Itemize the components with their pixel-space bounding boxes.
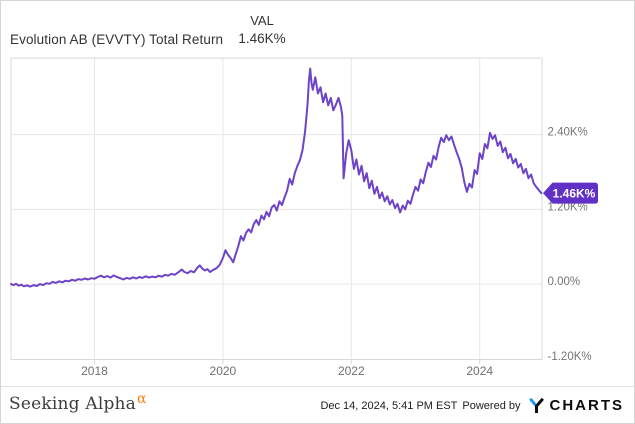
- y-axis-label: 2.40K%: [548, 127, 588, 139]
- x-axis-labels: 2018 2020 2022 2024: [81, 364, 493, 378]
- y-axis-label: 1.20K%: [548, 201, 588, 213]
- last-value-badge-shape: [543, 182, 598, 204]
- seeking-alpha-logo: Seeking Alphaα: [9, 391, 147, 414]
- y-axis-label: -1.20K%: [548, 351, 592, 363]
- y-axis-labels: 2.40K% 1.20K% 0.00% -1.20K%: [548, 127, 592, 363]
- seeking-alpha-wordmark: Seeking Alpha: [9, 394, 137, 414]
- alpha-icon: α: [137, 391, 147, 407]
- val-column: VAL 1.46K%: [229, 13, 295, 46]
- powered-by-label: Powered by: [462, 399, 521, 412]
- footer: Seeking Alphaα Dec 14, 2024, 5:41 PM EST…: [1, 386, 634, 423]
- last-value-badge-label: 1.46K%: [553, 186, 596, 200]
- chart-canvas: 2.40K% 1.20K% 0.00% -1.20K% 2018 2020 2022 202…: [10, 57, 598, 378]
- val-column-value: 1.46K%: [238, 31, 286, 46]
- y-axis-label: 0.00%: [548, 276, 581, 288]
- x-axis-label: 2020: [210, 364, 237, 378]
- ycharts-y-icon: [528, 398, 544, 413]
- x-axis-label: 2024: [466, 364, 493, 378]
- x-axis-label: 2022: [338, 364, 365, 378]
- timestamp: Dec 14, 2024, 5:41 PM EST: [320, 399, 458, 412]
- last-value-badge: 1.46K%: [543, 182, 598, 204]
- plot-border: [10, 57, 543, 360]
- total-return-line: [10, 67, 543, 288]
- attribution: Dec 14, 2024, 5:41 PM EST Powered by CHA…: [320, 397, 624, 414]
- val-column-header: VAL: [250, 13, 274, 28]
- chart-title: Evolution AB (EVVTY) Total Return: [10, 32, 224, 47]
- axis-ticks: [93, 359, 481, 364]
- ycharts-wordmark: CHARTS: [549, 397, 624, 414]
- x-axis-label: 2018: [81, 364, 108, 378]
